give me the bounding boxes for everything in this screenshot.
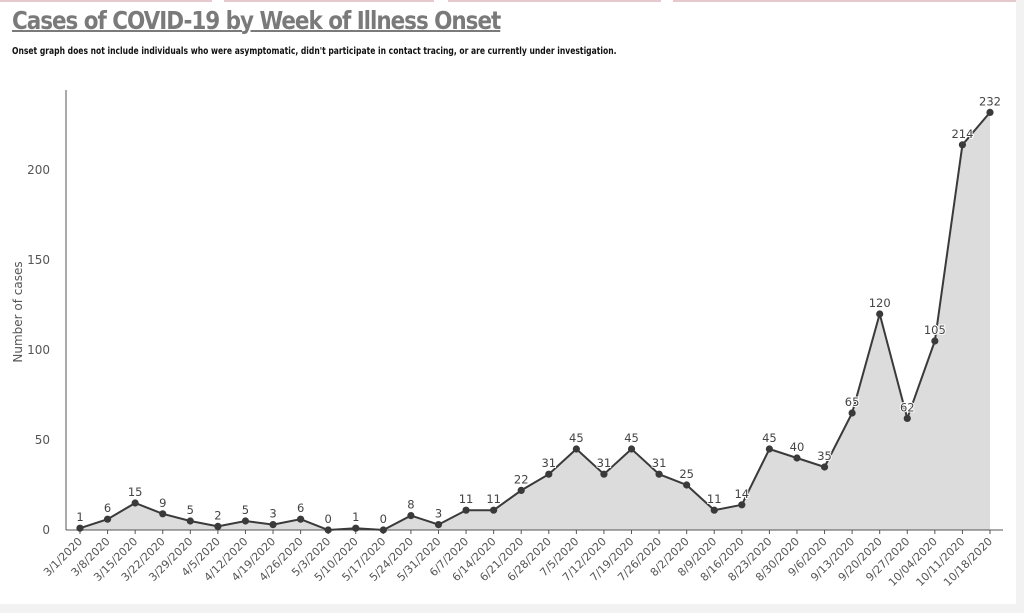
data-label: 25: [679, 467, 694, 481]
data-point: [821, 463, 828, 470]
data-point: [104, 516, 111, 523]
data-point: [986, 109, 993, 116]
data-label: 1: [76, 510, 83, 524]
data-point: [545, 471, 552, 478]
y-axis-label: Number of cases: [11, 261, 25, 362]
data-point: [76, 525, 83, 532]
data-point: [628, 445, 635, 452]
data-label: 31: [541, 456, 556, 470]
data-label: 11: [707, 492, 722, 506]
data-label: 232: [979, 94, 1001, 108]
data-label: 31: [652, 456, 667, 470]
data-label: 5: [187, 503, 194, 517]
data-point: [600, 471, 607, 478]
data-point: [711, 507, 718, 514]
data-label: 45: [762, 431, 777, 445]
data-label: 6: [297, 501, 304, 515]
data-label: 22: [514, 472, 529, 486]
data-label: 35: [817, 449, 832, 463]
data-label: 65: [845, 395, 860, 409]
data-point: [297, 516, 304, 523]
data-label: 1: [352, 510, 359, 524]
y-tick-label: 200: [27, 163, 50, 177]
data-point: [849, 409, 856, 416]
data-label: 45: [624, 431, 639, 445]
data-point: [573, 445, 580, 452]
data-point: [738, 501, 745, 508]
data-label: 15: [128, 485, 143, 499]
data-point: [187, 517, 194, 524]
data-point: [352, 525, 359, 532]
data-label: 3: [269, 507, 276, 521]
data-point: [655, 471, 662, 478]
data-point: [242, 517, 249, 524]
data-label: 62: [900, 400, 915, 414]
area-layer: [80, 112, 990, 530]
data-point: [904, 415, 911, 422]
data-point: [269, 521, 276, 528]
data-point: [766, 445, 773, 452]
data-label: 105: [924, 323, 946, 337]
data-point: [325, 526, 332, 533]
series-area: [80, 112, 990, 530]
data-label: 45: [569, 431, 584, 445]
data-point: [518, 487, 525, 494]
data-label: 214: [951, 127, 973, 141]
data-point: [876, 310, 883, 317]
data-point: [931, 337, 938, 344]
data-label: 2: [214, 508, 221, 522]
data-label: 9: [159, 496, 166, 510]
data-label: 11: [486, 492, 501, 506]
data-point: [407, 512, 414, 519]
data-label: 5: [242, 503, 249, 517]
data-point: [490, 507, 497, 514]
chart-card: Cases of COVID-19 by Week of Illness Ons…: [0, 0, 1016, 604]
data-label: 31: [597, 456, 612, 470]
y-tick-label: 100: [27, 343, 50, 357]
y-tick-label: 150: [27, 253, 50, 267]
data-label: 3: [435, 507, 442, 521]
area-chart: 0501001502003/1/20203/8/20203/15/20203/2…: [0, 0, 1016, 604]
data-label: 0: [380, 512, 387, 526]
y-tick-label: 0: [42, 523, 50, 537]
data-label: 40: [790, 440, 805, 454]
data-label: 8: [407, 498, 414, 512]
data-point: [159, 510, 166, 517]
data-label: 11: [459, 492, 474, 506]
data-point: [214, 523, 221, 530]
data-point: [793, 454, 800, 461]
data-label: 0: [325, 512, 332, 526]
data-label: 120: [869, 296, 891, 310]
data-point: [683, 481, 690, 488]
data-point: [462, 507, 469, 514]
data-point: [959, 141, 966, 148]
data-label: 6: [104, 501, 111, 515]
data-point: [380, 526, 387, 533]
data-point: [132, 499, 139, 506]
y-tick-label: 50: [35, 433, 50, 447]
data-label: 14: [734, 487, 749, 501]
data-point: [435, 521, 442, 528]
